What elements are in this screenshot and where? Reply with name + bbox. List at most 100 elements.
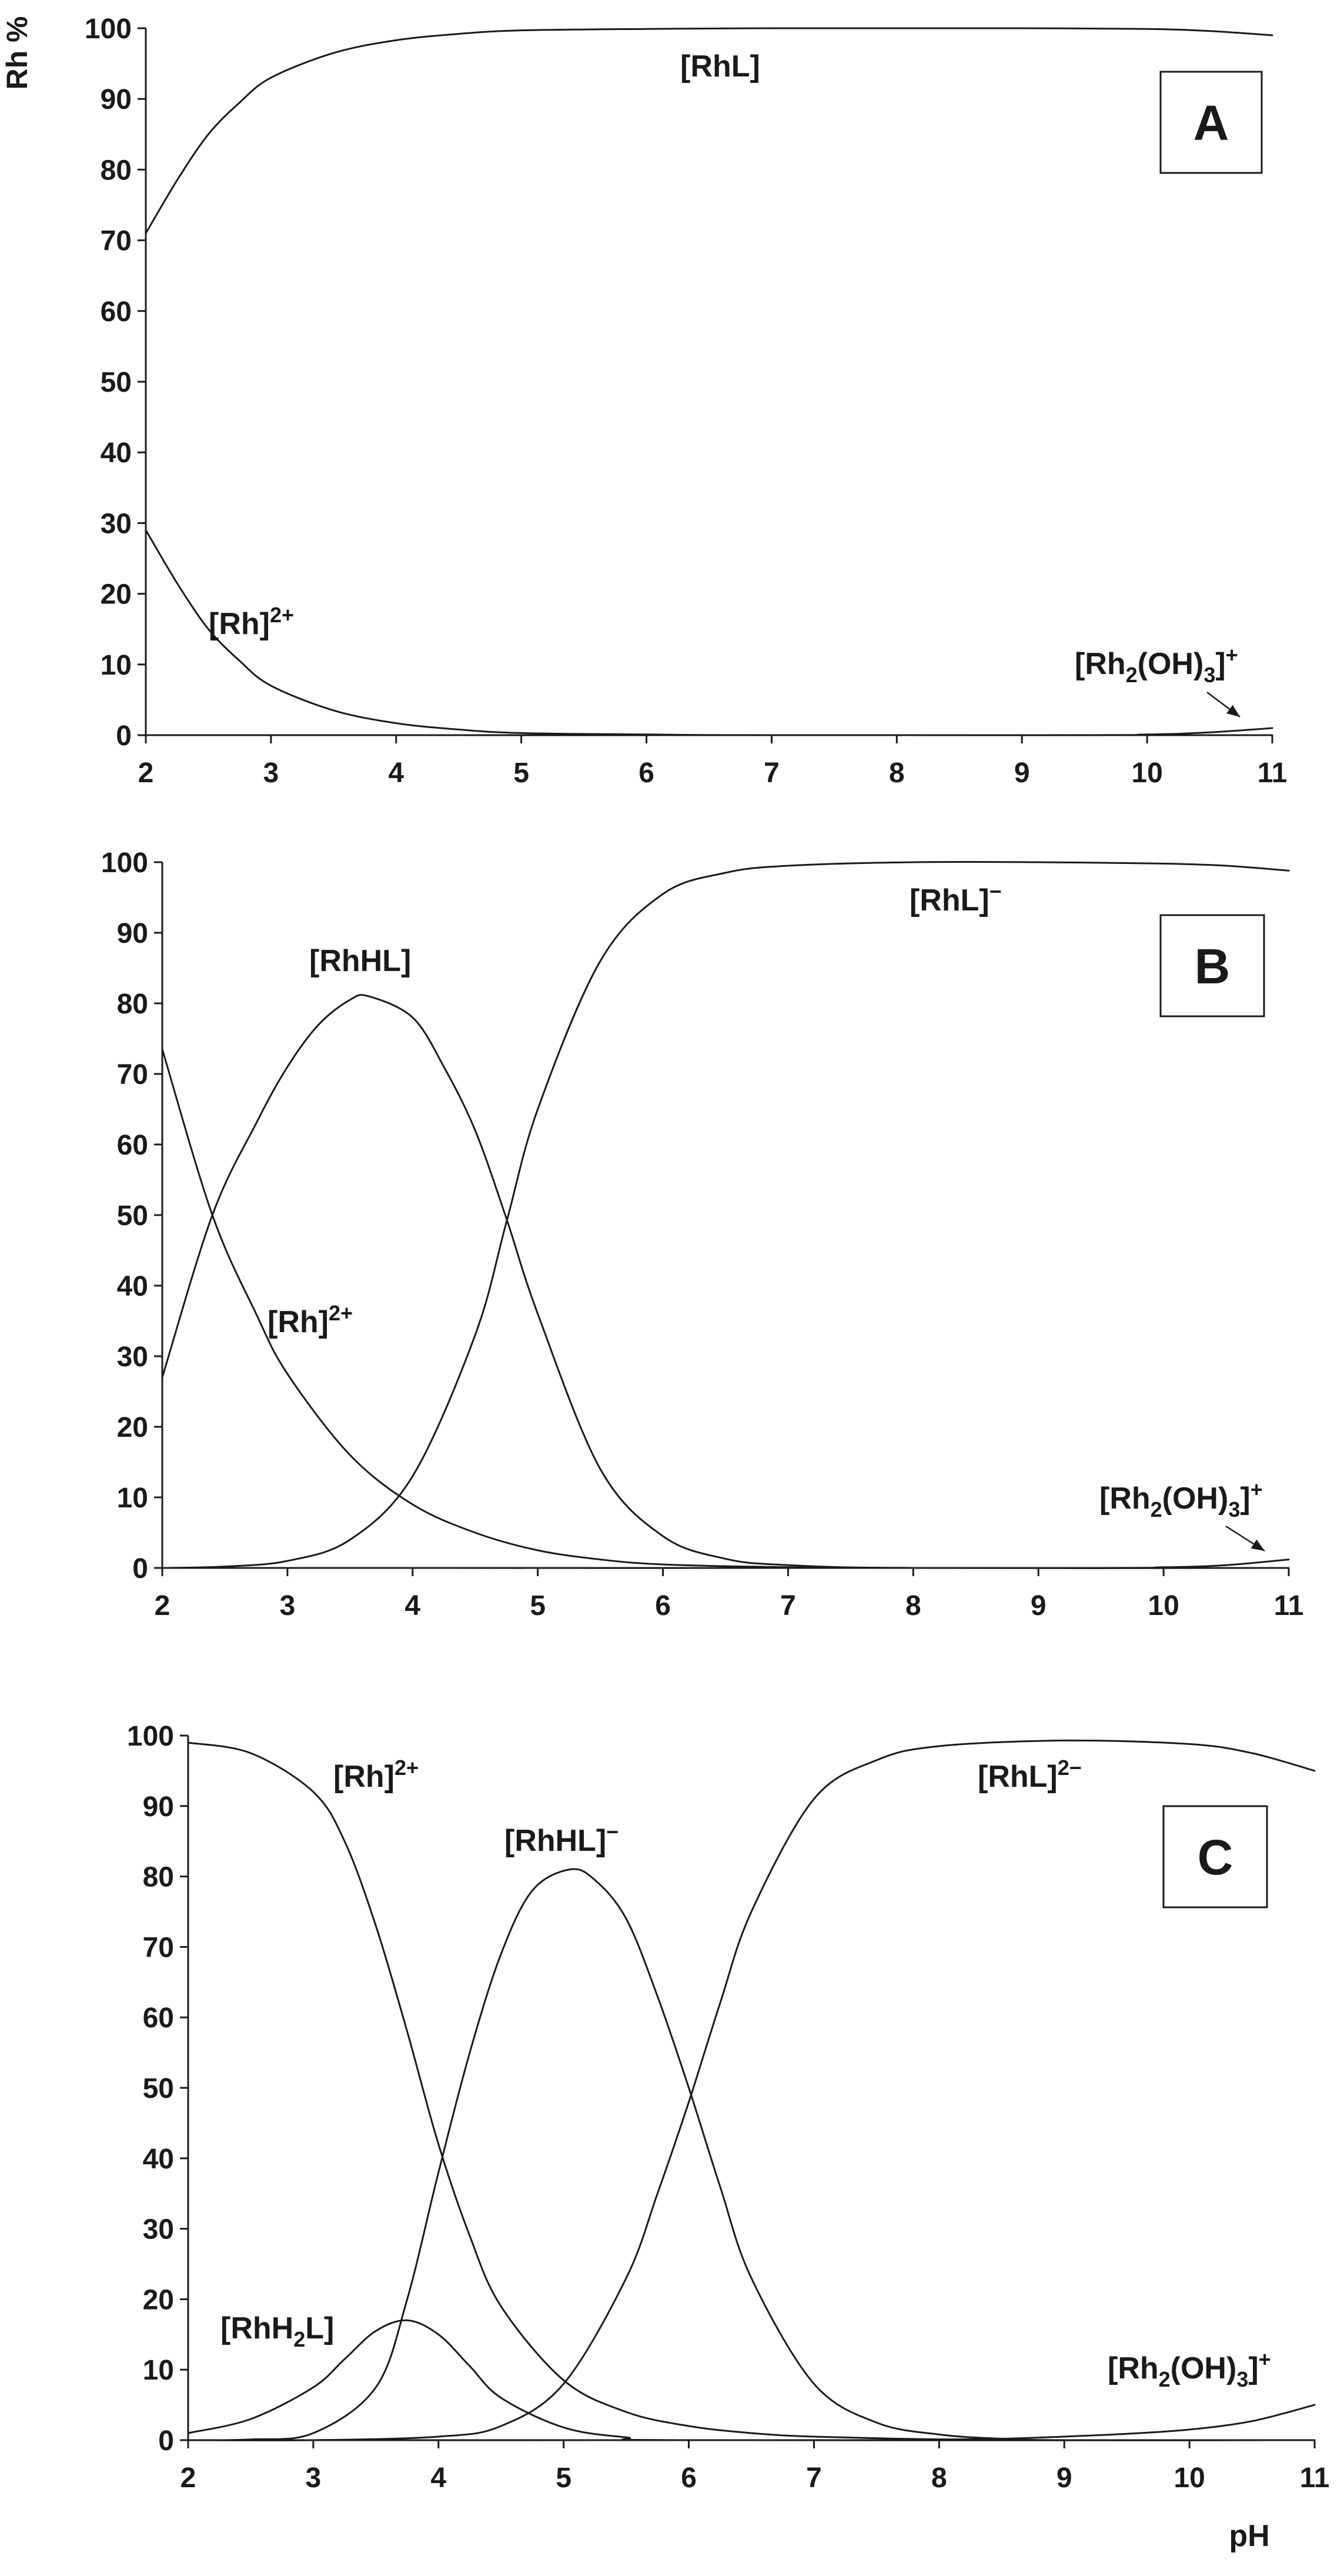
panel-c: 0 10 20 30 40 50 60 70 80 90 100 2 3 4 5 6 7 8 9 10 11 pH [Rh]… bbox=[127, 1721, 1329, 2553]
species-label-rhl-part: [RhL] bbox=[910, 883, 989, 917]
series-line-rh2-oh-3 bbox=[145, 727, 1273, 736]
y-tick-label: 20 bbox=[117, 1412, 148, 1443]
x-tick-label: 11 bbox=[1274, 1590, 1304, 1621]
x-tick-label: 9 bbox=[1031, 1590, 1047, 1621]
species-label-rhl: [RhL]− bbox=[910, 879, 1002, 917]
x-tick-label: 3 bbox=[263, 758, 279, 789]
species-label-rh: [Rh]2+ bbox=[209, 603, 294, 641]
species-label-rh2oh3-part: 3 bbox=[1228, 1497, 1240, 1521]
x-tick-label: 8 bbox=[931, 2462, 947, 2494]
x-tick-label: 4 bbox=[388, 758, 404, 789]
y-tick-label: 100 bbox=[127, 1721, 174, 1752]
species-label-rh2oh3-part: 3 bbox=[1203, 663, 1215, 687]
species-label-rhhl: [RhHL] bbox=[309, 944, 411, 978]
y-tick-label: 30 bbox=[143, 2214, 174, 2245]
x-tick-label: 3 bbox=[280, 1590, 296, 1621]
x-axis-title: pH bbox=[1229, 2519, 1269, 2553]
species-label-rhl-part: [RhL] bbox=[680, 49, 760, 84]
y-tick-label: 10 bbox=[117, 1483, 148, 1514]
x-tick-label: 5 bbox=[556, 2462, 571, 2494]
series-line-rh2-oh-3 bbox=[161, 1559, 1290, 1569]
species-label-rhhl-part: [RhHL] bbox=[504, 1824, 606, 1858]
x-tick-label: 8 bbox=[889, 758, 905, 789]
y-tick-label: 50 bbox=[143, 2073, 174, 2104]
species-label-rhhl: [RhHL]− bbox=[504, 1820, 618, 1858]
species-label-rh2oh3-part: 2 bbox=[1159, 2367, 1171, 2391]
panel-label-box bbox=[1159, 914, 1265, 1017]
y-tick-label: 80 bbox=[101, 155, 132, 186]
y-tick-label: 0 bbox=[132, 1553, 148, 1584]
species-label-rhhl-part: − bbox=[606, 1820, 618, 1844]
y-tick-label: 10 bbox=[101, 650, 132, 681]
species-label-rh2oh3-part: (OH) bbox=[1162, 1481, 1229, 1516]
series-line-rhl bbox=[161, 860, 1290, 1569]
species-label-rhh2l-part: [RhH bbox=[220, 2311, 293, 2345]
x-tick-label: 3 bbox=[306, 2462, 322, 2494]
species-label-rhh2l-part: L] bbox=[305, 2311, 334, 2345]
y-tick-label: 50 bbox=[101, 367, 132, 398]
species-label-rh: [Rh]2+ bbox=[333, 1756, 419, 1794]
panel-label-box bbox=[1159, 71, 1263, 174]
y-tick-label: 50 bbox=[117, 1200, 148, 1232]
x-tick-label: 2 bbox=[155, 1590, 170, 1621]
species-label-rhhl-part: [RhHL] bbox=[309, 944, 411, 978]
x-tick-label: 7 bbox=[764, 758, 780, 789]
species-label-rh2oh3-part: 2 bbox=[1126, 663, 1138, 687]
species-label-rh2oh3-part: [Rh bbox=[1075, 647, 1126, 681]
species-label-rhl: [RhL] bbox=[680, 49, 760, 84]
species-label-rh2oh3-part: 2 bbox=[1151, 1497, 1162, 1521]
x-tick-label: 6 bbox=[655, 1590, 671, 1621]
species-label-rhl-part: − bbox=[989, 879, 1002, 903]
leader-arrow-head bbox=[1226, 705, 1240, 717]
species-label-rh2oh3-part: ] bbox=[1215, 647, 1225, 681]
y-tick-label: 0 bbox=[158, 2425, 174, 2457]
y-tick-label: 40 bbox=[101, 438, 132, 469]
series-line-rh-2 bbox=[145, 529, 1273, 736]
x-tick-label: 10 bbox=[1131, 758, 1162, 789]
y-tick-label: 90 bbox=[143, 1791, 174, 1823]
panel-label: C bbox=[1198, 1830, 1233, 1885]
y-tick-label: 70 bbox=[101, 226, 132, 257]
y-tick-label: 100 bbox=[85, 14, 132, 45]
y-tick-label: 30 bbox=[117, 1342, 148, 1373]
species-label-rh2oh3-part: (OH) bbox=[1171, 2351, 1237, 2385]
x-tick-label: 6 bbox=[681, 2462, 697, 2494]
species-label-rhh2l: [RhH2L] bbox=[220, 2311, 334, 2351]
species-label-rh2oh3-part: + bbox=[1259, 2347, 1271, 2371]
y-axis-title: Rh % bbox=[1, 16, 34, 90]
species-label-rh2oh3-part: 3 bbox=[1236, 2367, 1248, 2391]
panel-label-box bbox=[1162, 1805, 1268, 1908]
y-tick-label: 20 bbox=[143, 2284, 174, 2315]
species-label-rh2oh3-part: [Rh bbox=[1099, 1481, 1151, 1516]
species-label-rh2oh3-part: ] bbox=[1240, 1481, 1250, 1516]
panel-label: A bbox=[1193, 95, 1229, 151]
x-tick-label: 10 bbox=[1174, 2462, 1205, 2494]
y-tick-label: 30 bbox=[101, 508, 132, 539]
series-line-rh-2 bbox=[187, 1741, 1316, 2441]
x-tick-label: 4 bbox=[404, 1590, 420, 1621]
y-tick-label: 90 bbox=[101, 84, 132, 115]
species-label-rh2oh3-part: + bbox=[1226, 643, 1238, 667]
species-label-rh2oh3-part: [Rh bbox=[1108, 2351, 1159, 2385]
y-tick-label: 80 bbox=[117, 989, 148, 1020]
panel-label: B bbox=[1195, 939, 1231, 994]
y-tick-label: 80 bbox=[143, 1862, 174, 1893]
species-label-rh-part: 2+ bbox=[329, 1301, 353, 1325]
species-label-rh-part: [Rh] bbox=[333, 1760, 394, 1794]
x-tick-label: 7 bbox=[806, 2462, 822, 2494]
x-tick-label: 4 bbox=[430, 2462, 446, 2494]
y-tick-label: 100 bbox=[101, 847, 148, 879]
series-line-rhl-2 bbox=[187, 1739, 1316, 2441]
x-tick-label: 2 bbox=[138, 758, 154, 789]
y-tick-label: 60 bbox=[117, 1130, 148, 1161]
species-label-rhl: [RhL]2− bbox=[978, 1756, 1082, 1794]
x-tick-label: 6 bbox=[638, 758, 654, 789]
y-tick-label: 70 bbox=[143, 1932, 174, 1963]
x-tick-label: 5 bbox=[513, 758, 529, 789]
x-tick-label: 9 bbox=[1014, 758, 1030, 789]
y-tick-label: 90 bbox=[117, 918, 148, 949]
species-label-rh-part: 2+ bbox=[394, 1756, 419, 1780]
y-tick-label: 40 bbox=[143, 2144, 174, 2175]
y-tick-label: 10 bbox=[143, 2355, 174, 2386]
